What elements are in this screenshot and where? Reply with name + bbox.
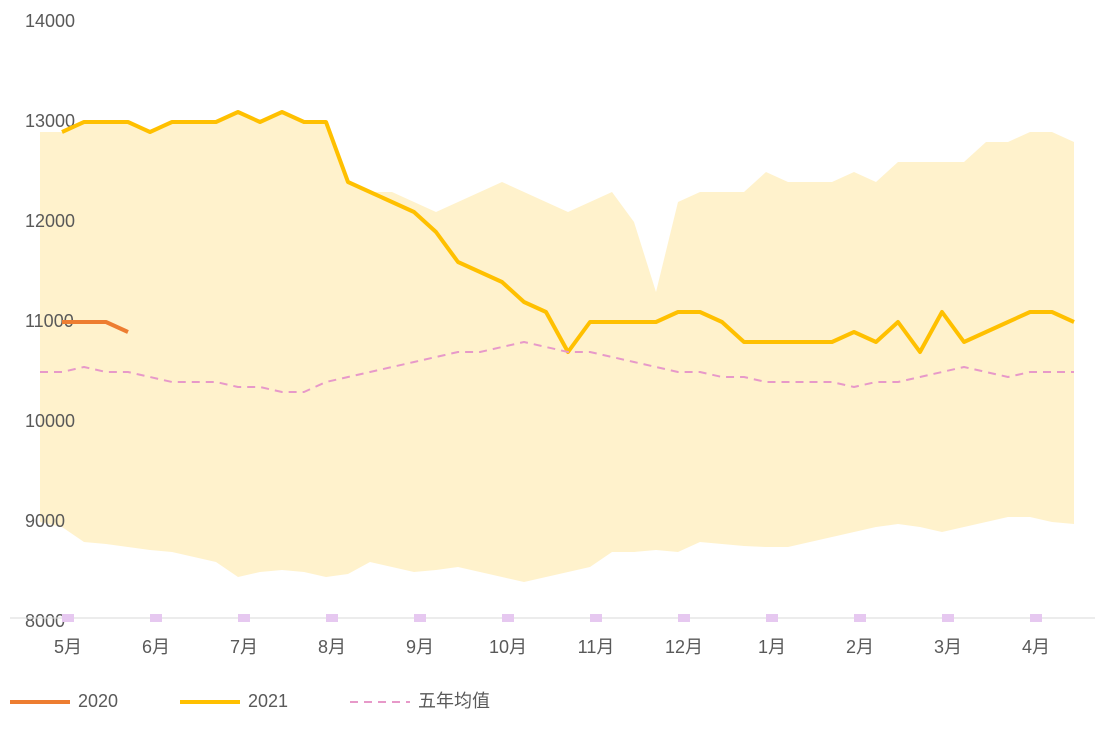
x-tick [62, 614, 74, 622]
x-tick [502, 614, 514, 622]
x-tick-label: 10月 [489, 637, 527, 657]
x-tick-label: 5月 [54, 637, 82, 657]
x-tick [1030, 614, 1042, 622]
x-tick-label: 4月 [1022, 637, 1050, 657]
range-area [40, 112, 1074, 582]
series-line [40, 341, 1074, 393]
legend-label: 五年均值 [418, 691, 490, 711]
x-tick [590, 614, 602, 622]
x-tick-label: 2月 [846, 637, 874, 657]
y-tick-label: 11000 [25, 311, 74, 331]
x-tick-label: 9月 [406, 637, 434, 657]
x-tick-label: 6月 [142, 637, 170, 657]
x-tick [854, 614, 866, 622]
series-line [62, 320, 129, 334]
x-tick-label: 7月 [230, 637, 258, 657]
x-tick [150, 614, 162, 622]
legend-label: 2021 [248, 691, 288, 711]
y-tick-label: 14000 [25, 11, 75, 31]
y-tick-label: 13000 [25, 111, 75, 131]
y-tick-label: 9000 [25, 511, 65, 531]
x-tick [414, 614, 426, 622]
x-tick-label: 1月 [758, 637, 786, 657]
legend-label: 2020 [78, 691, 118, 711]
x-tick [766, 614, 778, 622]
x-tick [238, 614, 250, 622]
y-tick-label: 12000 [25, 211, 75, 231]
x-tick-label: 12月 [665, 637, 703, 657]
x-tick-label: 8月 [318, 637, 346, 657]
x-tick-label: 3月 [934, 637, 962, 657]
x-tick [326, 614, 338, 622]
y-tick-label: 10000 [25, 411, 75, 431]
x-tick-label: 11月 [578, 637, 615, 657]
y-tick-label: 8000 [25, 611, 65, 631]
x-tick [942, 614, 954, 622]
x-tick [678, 614, 690, 622]
